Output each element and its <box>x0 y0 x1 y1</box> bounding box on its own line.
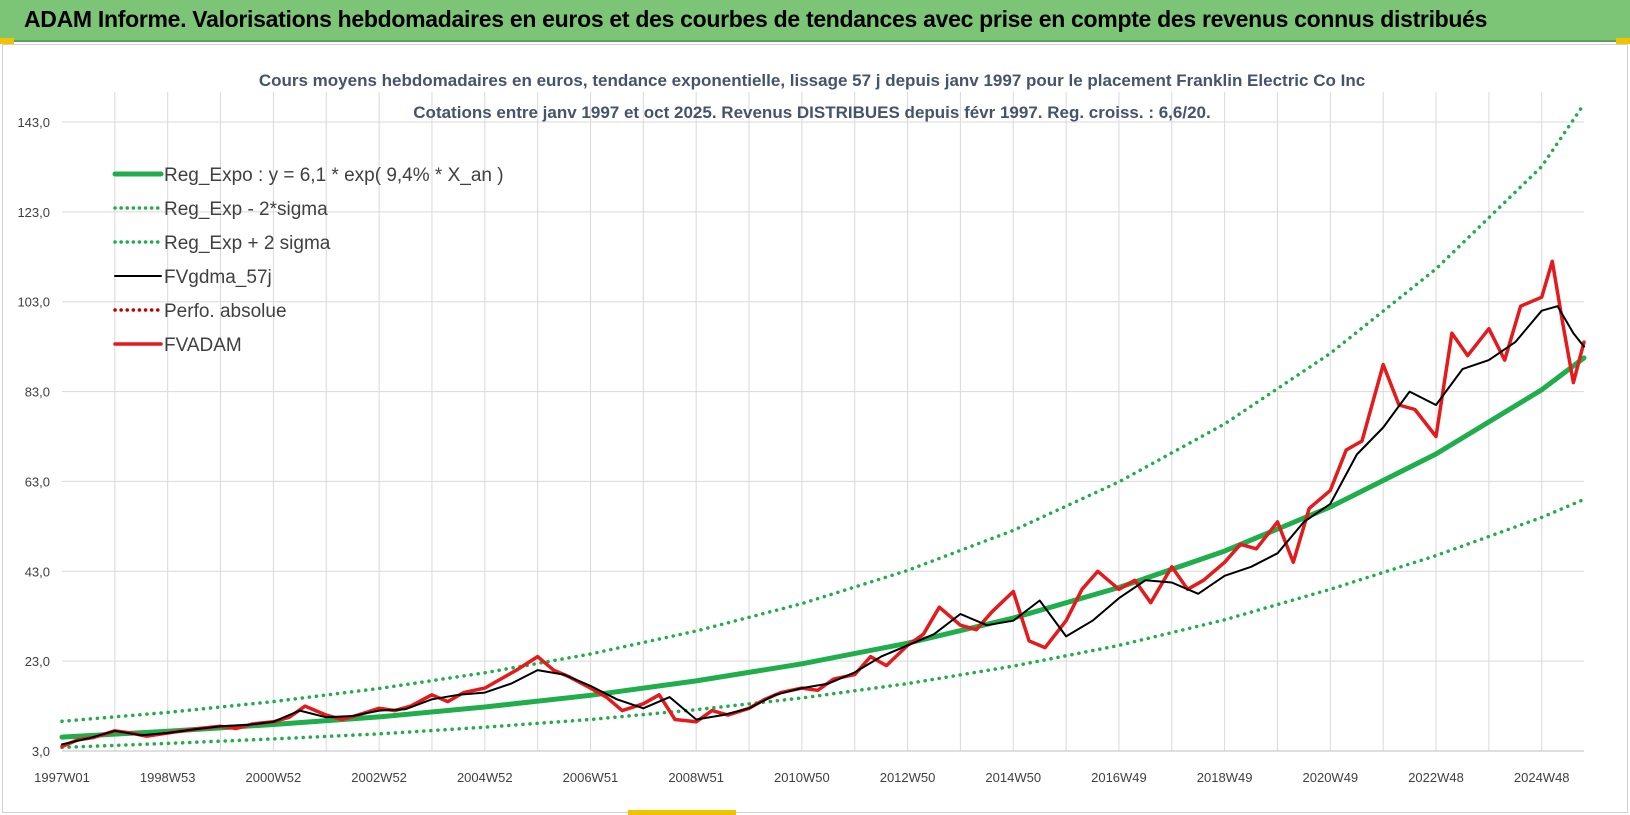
series-line-5 <box>60 259 1586 749</box>
x-tick-label: 2018W49 <box>1197 770 1253 785</box>
x-tick-label: 2012W50 <box>880 770 936 785</box>
y-tick-label: 63,0 <box>25 474 50 489</box>
legend-label: Reg_Exp + 2 sigma <box>164 233 331 254</box>
series-line-3 <box>61 305 1585 746</box>
legend-label: Reg_Exp - 2*sigma <box>164 199 328 220</box>
chart-frame <box>2 44 1628 813</box>
y-tick-label: 123,0 <box>17 205 50 220</box>
y-axis-ticks: 3,0 23,0 43,0 63,0 83,0 103,0 123,0 143,0 <box>17 115 50 759</box>
grid-lines <box>62 92 1584 752</box>
chart-legend: Reg_Expo : y = 6,1 * exp( 9,4% * X_an ) R… <box>112 165 504 356</box>
x-tick-label: 2016W49 <box>1091 770 1147 785</box>
x-tick-label: 2020W49 <box>1303 770 1359 785</box>
series-line-1 <box>60 497 1586 750</box>
x-tick-label: 2024W48 <box>1514 770 1570 785</box>
chart-series <box>59 102 1587 750</box>
banner-corner-left <box>0 38 14 44</box>
y-tick-label: 23,0 <box>25 654 50 669</box>
y-tick-label: 143,0 <box>17 115 50 130</box>
x-tick-label: 1998W53 <box>140 770 196 785</box>
series-line-2 <box>60 102 1586 724</box>
series-line-0 <box>59 355 1587 740</box>
chart-title-line1: Cours moyens hebdomadaires en euros, ten… <box>259 71 1365 90</box>
x-tick-label: 2010W50 <box>774 770 830 785</box>
y-tick-label: 43,0 <box>25 564 50 579</box>
x-tick-label: 2008W51 <box>668 770 724 785</box>
x-tick-label: 1997W01 <box>34 770 90 785</box>
y-tick-label: 103,0 <box>17 295 50 310</box>
chart-title-line2: Cotations entre janv 1997 et oct 2025. R… <box>413 103 1210 122</box>
bottom-accent <box>628 810 736 815</box>
x-tick-label: 2000W52 <box>246 770 302 785</box>
banner-corner-right <box>1616 38 1630 44</box>
legend-label: Reg_Expo : y = 6,1 * exp( 9,4% * X_an ) <box>164 165 504 186</box>
x-tick-label: 2004W52 <box>457 770 513 785</box>
legend-label: FVgdma_57j <box>164 267 272 288</box>
legend-label: Perfo. absolue <box>164 301 287 322</box>
y-tick-label: 83,0 <box>25 385 50 400</box>
x-tick-label: 2002W52 <box>351 770 407 785</box>
y-tick-label: 3,0 <box>32 744 50 759</box>
x-tick-label: 2022W48 <box>1408 770 1464 785</box>
header-banner: ADAM Informe. Valorisations hebdomadaire… <box>0 0 1630 42</box>
x-axis-ticks: 1997W01 1998W53 2000W52 2002W52 2004W52 2006W… <box>34 770 1569 785</box>
page-title: ADAM Informe. Valorisations hebdomadaire… <box>24 6 1488 32</box>
x-tick-label: 2014W50 <box>985 770 1041 785</box>
legend-label: FVADAM <box>164 335 242 356</box>
x-tick-label: 2006W51 <box>563 770 619 785</box>
